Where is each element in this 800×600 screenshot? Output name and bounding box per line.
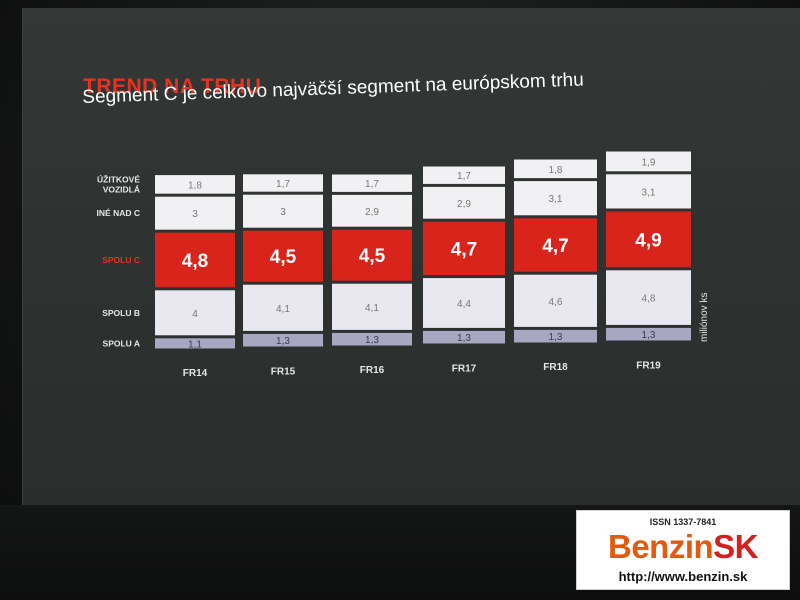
value-label-spolu-a-fr14: 1,1: [188, 339, 202, 350]
legend-label-uzitkove-vozidla: ÚŽITKOVÉ VOZIDLÁ: [97, 173, 140, 194]
bar-ine-nad-c-fr17: [423, 186, 505, 219]
value-label-ine-nad-c-fr14: 3: [192, 209, 198, 220]
bar-spolu-a-fr18: [514, 329, 597, 343]
website-url: http://www.benzin.sk: [618, 569, 748, 584]
legend-entry-spolu-b: SPOLU B: [102, 308, 140, 318]
bar-ine-nad-c-fr18: [514, 181, 597, 216]
bar-ine-nad-c-fr14: [155, 196, 235, 230]
legend-label-ine-nad-c: INÉ NAD C: [97, 208, 140, 218]
legend-label-spolu-b: SPOLU B: [102, 308, 140, 318]
value-label-spolu-c-fr18: 4,7: [542, 236, 568, 257]
legend-label-spolu-c: SPOLU C: [102, 255, 140, 265]
benzinsk-logo: BenzinSK: [577, 529, 789, 565]
issn-text: ISSN 1337-7841: [649, 517, 717, 527]
value-label-spolu-a-fr17: 1,3: [457, 333, 471, 344]
bar-uzitkove-vozidla-fr17: [423, 166, 505, 184]
value-label-spolu-b-fr19: 4,8: [642, 294, 656, 305]
watermark-badge: ISSN 1337-7841 BenzinSK http://www.benzi…: [576, 510, 790, 590]
bar-spolu-a-fr19: [606, 327, 691, 341]
category-label-fr16: FR16: [360, 365, 385, 376]
logo-part-sk: SK: [713, 528, 758, 565]
category-label-fr18: FR18: [543, 362, 568, 373]
value-label-spolu-b-fr14: 4: [192, 309, 198, 320]
value-label-uzitkove-vozidla-fr18: 1,8: [549, 165, 563, 176]
legend-entry-spolu-a: SPOLU A: [103, 338, 140, 348]
value-label-spolu-b-fr17: 4,4: [457, 299, 471, 310]
legend-entry-uzitkove-vozidla: ÚŽITKOVÉ VOZIDLÁ: [97, 173, 140, 194]
value-label-spolu-c-fr14: 4,8: [182, 251, 208, 272]
value-label-spolu-a-fr18: 1,3: [549, 332, 563, 343]
legend-entry-spolu-c: SPOLU C: [102, 255, 140, 265]
value-label-spolu-b-fr15: 4,1: [276, 304, 290, 315]
bar-spolu-b-fr16: [332, 283, 412, 330]
value-label-spolu-a-fr15: 1,3: [276, 336, 290, 347]
category-label-fr19: FR19: [636, 361, 661, 372]
category-label-fr17: FR17: [452, 364, 477, 375]
value-label-spolu-c-fr16: 4,5: [359, 246, 386, 267]
category-label-fr14: FR14: [183, 368, 208, 379]
value-label-spolu-a-fr16: 1,3: [365, 335, 379, 346]
bar-uzitkove-vozidla-fr19: [606, 151, 691, 172]
bar-ine-nad-c-fr19: [606, 174, 691, 209]
segment-labels: 1,1 4 4,8 3 1,8 1,3 4,1 4,5 3 1,7 1,3 4,1 4,5 2,9 1,7 1…: [182, 157, 662, 350]
bar-spolu-a-fr17: [423, 330, 505, 344]
bar-spolu-b-fr19: [606, 270, 691, 325]
bar-uzitkove-vozidla-fr16: [332, 174, 412, 192]
bar-spolu-b-fr14: [155, 290, 235, 336]
value-label-uzitkove-vozidla-fr19: 1,9: [642, 157, 656, 168]
bar-spolu-a-fr16: [332, 332, 412, 346]
value-label-uzitkove-vozidla-fr17: 1,7: [457, 171, 471, 182]
value-label-spolu-c-fr17: 4,7: [451, 239, 477, 260]
value-label-spolu-a-fr19: 1,3: [642, 330, 656, 341]
legend: SPOLU A SPOLU B SPOLU C INÉ NAD C ÚŽITKOVÉ VO…: [97, 173, 141, 348]
value-label-spolu-c-fr15: 4,5: [270, 247, 297, 268]
bar-spolu-c-fr19: [606, 211, 691, 268]
bar-spolu-a-fr14: [155, 338, 235, 349]
bar-spolu-b-fr15: [243, 284, 323, 331]
bar-spolu-c-fr16: [332, 229, 412, 281]
legend-label-spolu-a: SPOLU A: [103, 338, 140, 348]
value-label-ine-nad-c-fr18: 3,1: [549, 194, 563, 205]
bar-uzitkove-vozidla-fr15: [243, 174, 323, 192]
value-label-ine-nad-c-fr15: 3: [280, 207, 286, 218]
bar-spolu-c-fr15: [243, 230, 323, 282]
logo-part-benzin: Benzin: [607, 528, 714, 565]
bar-uzitkove-vozidla-fr18: [514, 159, 597, 179]
bar-ine-nad-c-fr16: [332, 194, 412, 227]
value-label-spolu-b-fr18: 4,6: [549, 297, 563, 308]
bar-ine-nad-c-fr15: [243, 194, 323, 228]
bar-spolu-c-fr14: [155, 232, 235, 288]
value-label-uzitkove-vozidla-fr14: 1,8: [188, 180, 202, 191]
value-label-ine-nad-c-fr19: 3,1: [642, 187, 656, 198]
value-label-uzitkove-vozidla-fr16: 1,7: [365, 179, 379, 190]
category-labels: FR14 FR15 FR16 FR17 FR18 FR19: [183, 361, 661, 380]
legend-entry-ine-nad-c: INÉ NAD C: [97, 208, 140, 218]
bar-spolu-c-fr17: [423, 221, 505, 276]
bars-group: [155, 151, 691, 349]
value-label-spolu-c-fr19: 4,9: [635, 230, 661, 251]
value-label-spolu-b-fr16: 4,1: [365, 303, 379, 314]
bar-spolu-b-fr18: [514, 274, 597, 327]
category-label-fr15: FR15: [271, 367, 296, 378]
value-label-ine-nad-c-fr16: 2,9: [365, 207, 379, 218]
value-label-ine-nad-c-fr17: 2,9: [457, 199, 471, 210]
bar-spolu-a-fr15: [243, 333, 323, 347]
slide-title: TREND NA TRHU: [83, 75, 262, 98]
bar-spolu-c-fr18: [514, 218, 597, 272]
bar-spolu-b-fr17: [423, 278, 505, 328]
bar-uzitkove-vozidla-fr14: [155, 175, 235, 194]
unit-label: miliónov ks: [699, 293, 710, 342]
value-label-uzitkove-vozidla-fr15: 1,7: [276, 179, 290, 190]
